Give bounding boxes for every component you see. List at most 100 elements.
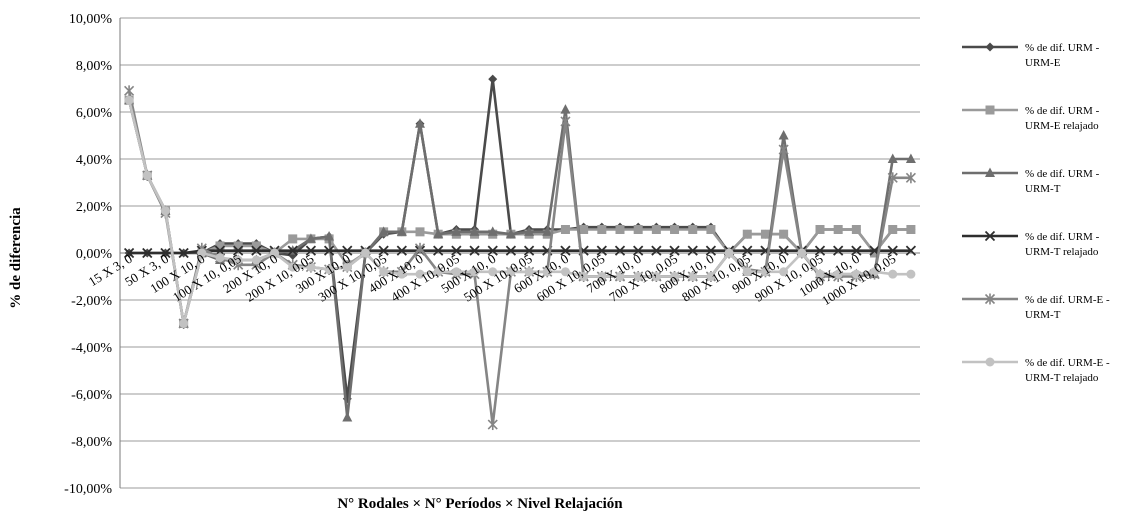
data-point: [615, 272, 625, 281]
legend-item: % de dif. URM-E - URM-T relajado: [962, 357, 1110, 384]
data-point-stroke: [287, 245, 298, 256]
data-point: [469, 245, 480, 256]
data-point: [123, 247, 135, 259]
legend-label: % de dif. URM -: [1025, 231, 1100, 243]
data-point-stroke: [833, 245, 844, 256]
data-point: [487, 226, 498, 236]
data-point: [797, 248, 807, 258]
series-1: [124, 74, 916, 404]
data-point: [251, 255, 261, 265]
data-point: [778, 144, 789, 156]
y-tick-label: 4,00%: [76, 153, 113, 168]
data-point-stroke: [869, 245, 880, 256]
data-point: [415, 269, 425, 279]
data-point: [778, 245, 789, 256]
data-point: [984, 293, 996, 305]
data-point: [651, 245, 662, 256]
data-point: [985, 167, 995, 177]
data-point: [614, 245, 626, 256]
data-point: [288, 262, 298, 272]
data-point: [906, 269, 916, 279]
data-point: [851, 225, 861, 234]
data-point: [124, 85, 135, 97]
data-point: [542, 226, 553, 236]
data-point: [433, 267, 443, 277]
data-point: [251, 245, 262, 256]
data-point: [833, 269, 843, 279]
data-point: [633, 245, 644, 256]
data-point: [397, 269, 407, 279]
data-point-stroke: [505, 245, 517, 256]
data-point: [651, 225, 661, 234]
data-point: [451, 267, 461, 277]
data-point: [323, 245, 335, 256]
data-point: [287, 245, 298, 256]
data-point: [906, 225, 916, 234]
data-point: [470, 267, 480, 277]
data-point-stroke: [487, 245, 498, 256]
data-point: [415, 118, 425, 128]
y-tick-label: -6,00%: [71, 388, 112, 403]
data-point: [524, 226, 535, 236]
data-point: [215, 241, 225, 251]
data-point-stroke: [523, 245, 535, 256]
legend-item: % de dif. URM-E - URM-T: [962, 293, 1110, 321]
data-point-stroke: [596, 245, 607, 256]
data-point-stroke: [305, 245, 317, 256]
data-point-stroke: [142, 247, 153, 259]
legend-label: % de dif. URM-E -: [1025, 294, 1110, 306]
data-point: [651, 272, 661, 281]
data-point: [579, 272, 589, 281]
data-point: [985, 105, 995, 115]
data-point: [160, 247, 171, 259]
data-point: [615, 225, 625, 234]
data-point: [851, 245, 862, 256]
data-point: [670, 225, 680, 234]
data-point-stroke: [178, 247, 189, 259]
data-point: [742, 267, 752, 277]
data-point: [985, 42, 995, 52]
y-tick-label: -2,00%: [71, 294, 112, 309]
legend-label: % de dif. URM -: [1025, 42, 1100, 54]
data-point: [984, 230, 996, 242]
data-point: [506, 267, 516, 277]
data-point: [779, 267, 789, 277]
y-tick-label: 6,00%: [76, 106, 113, 121]
data-point: [724, 248, 734, 258]
data-point: [887, 172, 898, 184]
data-point: [306, 262, 316, 272]
data-point-stroke: [342, 245, 353, 256]
legend-label: URM-T: [1025, 183, 1061, 195]
data-point-stroke: [669, 245, 680, 256]
data-point: [905, 153, 916, 163]
data-point: [433, 228, 444, 239]
data-point: [851, 269, 861, 279]
data-point-stroke: [814, 245, 826, 256]
legend-item: % de dif. URM - URM-E: [962, 42, 1100, 69]
series-line: [129, 77, 911, 401]
data-point: [706, 272, 716, 281]
data-point: [633, 225, 643, 234]
data-point: [342, 245, 353, 256]
y-tick-label: 2,00%: [76, 200, 113, 215]
data-point: [487, 419, 498, 431]
data-point: [178, 247, 189, 259]
data-point: [560, 225, 570, 234]
data-point: [160, 206, 170, 216]
data-point: [524, 267, 534, 277]
y-axis-title: % de diferencia: [8, 207, 24, 309]
data-point-stroke: [742, 245, 753, 256]
data-point: [379, 267, 389, 277]
legend-label: % de dif. URM -: [1025, 168, 1100, 180]
y-tick-label: -8,00%: [71, 435, 112, 450]
y-tick-label: -4,00%: [71, 341, 112, 356]
data-point-stroke: [433, 245, 444, 256]
data-point: [887, 153, 898, 163]
data-point: [579, 225, 589, 234]
data-point: [560, 267, 570, 277]
data-point: [197, 248, 207, 258]
data-point-stroke: [123, 247, 135, 259]
data-point: [233, 255, 243, 265]
